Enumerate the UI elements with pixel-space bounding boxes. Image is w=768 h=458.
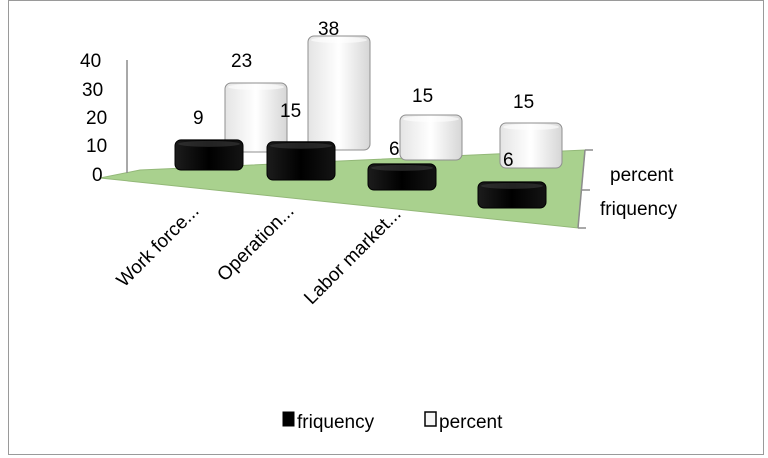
category-label-labor-market: Labor market... (300, 204, 405, 309)
category-label-work-force: Work force... (113, 201, 204, 292)
category-label-operation: Operation... (213, 201, 298, 286)
legend: friquency percent (282, 411, 503, 433)
data-labels: 23 38 15 15 9 15 6 6 (193, 19, 534, 171)
chart-frame (8, 0, 764, 455)
bar-percent-0 (224, 82, 288, 153)
y-tick-30: 30 (82, 80, 103, 101)
y-tick-0: 0 (92, 165, 103, 186)
label-friquency-3: 6 (503, 150, 514, 171)
label-friquency-0: 9 (193, 108, 204, 129)
bar-friquency-2 (367, 163, 437, 191)
y-tick-40: 40 (80, 51, 101, 72)
legend-swatch-percent (424, 411, 437, 427)
series-friquency-bars (174, 139, 547, 209)
legend-label-friquency: friquency (297, 412, 375, 433)
label-percent-2: 15 (412, 86, 433, 107)
bar-friquency-0 (174, 139, 244, 171)
series-percent-bars (224, 35, 563, 169)
bar-percent-3 (499, 122, 563, 169)
depth-label-percent: percent (610, 165, 674, 186)
bar-friquency-3 (477, 181, 547, 209)
label-percent-0: 23 (231, 51, 252, 72)
y-tick-labels: 0 10 20 30 40 (80, 51, 107, 186)
label-friquency-1: 15 (280, 101, 301, 122)
label-percent-3: 15 (513, 92, 534, 113)
bar-percent-2 (399, 114, 463, 161)
legend-label-percent: percent (439, 412, 503, 433)
depth-label-friquency: friquency (600, 199, 678, 220)
legend-swatch-friquency (282, 411, 295, 427)
y-tick-10: 10 (86, 136, 107, 157)
bar-friquency-1 (266, 141, 336, 181)
label-friquency-2: 6 (389, 139, 400, 160)
depth-axis (577, 149, 593, 229)
y-tick-20: 20 (86, 108, 107, 129)
label-percent-1: 38 (318, 19, 339, 40)
bar-percent-1 (307, 35, 371, 151)
